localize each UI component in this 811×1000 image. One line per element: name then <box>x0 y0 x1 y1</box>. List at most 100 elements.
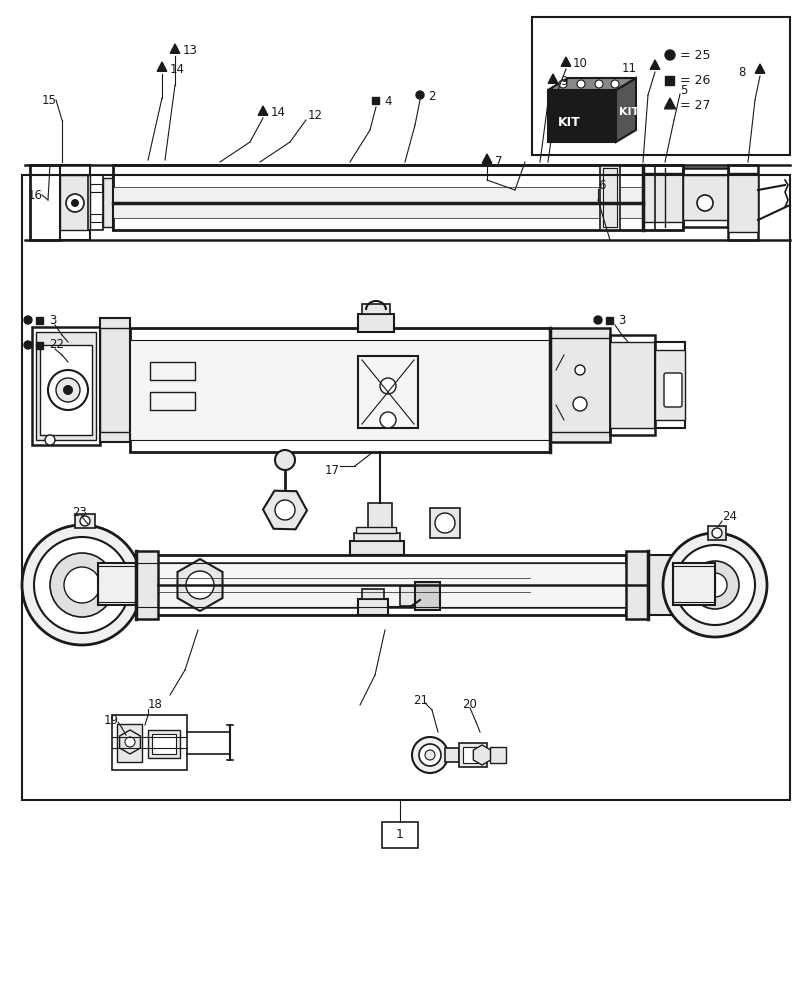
Bar <box>354 533 400 541</box>
Bar <box>682 168 727 227</box>
Bar <box>366 530 393 538</box>
Bar <box>682 175 727 220</box>
Polygon shape <box>547 74 557 83</box>
Circle shape <box>125 737 135 747</box>
Bar <box>60 165 90 240</box>
Circle shape <box>275 500 294 520</box>
Bar <box>135 562 625 608</box>
Bar <box>371 536 388 550</box>
Polygon shape <box>157 62 166 71</box>
Circle shape <box>24 316 32 324</box>
Circle shape <box>663 533 766 637</box>
Circle shape <box>594 316 601 324</box>
Bar <box>90 184 102 192</box>
Circle shape <box>577 80 584 88</box>
Circle shape <box>674 545 754 625</box>
Bar <box>103 178 113 227</box>
Text: 11: 11 <box>621 62 636 75</box>
Circle shape <box>690 561 738 609</box>
Circle shape <box>574 365 584 375</box>
Bar <box>367 503 392 538</box>
Circle shape <box>63 385 73 395</box>
Circle shape <box>80 516 90 526</box>
Text: 22: 22 <box>49 338 64 352</box>
Bar <box>113 187 642 218</box>
Circle shape <box>702 573 726 597</box>
Text: 21: 21 <box>413 694 427 706</box>
Circle shape <box>71 199 79 207</box>
Circle shape <box>594 80 603 88</box>
Polygon shape <box>650 60 659 69</box>
Circle shape <box>24 341 32 349</box>
Bar <box>362 304 389 314</box>
Text: 10: 10 <box>573 57 587 70</box>
Bar <box>98 563 135 605</box>
Circle shape <box>696 195 712 211</box>
Bar <box>98 566 135 602</box>
Text: 2: 2 <box>427 90 435 103</box>
Text: = 25: = 25 <box>679 49 710 62</box>
Circle shape <box>186 571 214 599</box>
Bar <box>362 589 384 599</box>
Bar <box>654 342 684 428</box>
Circle shape <box>411 737 448 773</box>
Text: 12: 12 <box>307 109 323 122</box>
Bar <box>358 599 388 615</box>
Circle shape <box>34 537 130 633</box>
Polygon shape <box>482 154 491 163</box>
Bar <box>642 173 682 222</box>
Circle shape <box>558 80 566 88</box>
Bar <box>603 168 616 227</box>
Bar <box>549 338 609 432</box>
Text: 3: 3 <box>49 314 56 326</box>
FancyBboxPatch shape <box>663 373 681 407</box>
Circle shape <box>664 50 674 60</box>
Bar <box>150 362 195 380</box>
Circle shape <box>48 370 88 410</box>
Circle shape <box>424 750 435 760</box>
Text: 4: 4 <box>384 95 391 108</box>
Bar <box>36 332 96 440</box>
Bar <box>22 175 789 800</box>
Circle shape <box>45 435 55 445</box>
Circle shape <box>56 378 80 402</box>
Bar <box>36 316 44 324</box>
Text: 6: 6 <box>597 179 605 192</box>
Text: 16: 16 <box>28 189 43 202</box>
Bar <box>606 316 613 324</box>
Text: KIT: KIT <box>557 116 580 129</box>
Circle shape <box>418 744 440 766</box>
Text: 17: 17 <box>324 464 340 477</box>
Text: 9: 9 <box>560 75 567 88</box>
Text: 7: 7 <box>495 155 502 168</box>
Bar <box>88 175 103 230</box>
Text: KIT: KIT <box>618 107 638 117</box>
Bar <box>100 318 130 442</box>
Bar <box>549 328 609 442</box>
Circle shape <box>610 80 618 88</box>
Bar <box>400 586 427 606</box>
Bar <box>148 730 180 758</box>
Bar <box>489 747 505 763</box>
Polygon shape <box>258 106 268 115</box>
Bar <box>462 747 480 763</box>
Circle shape <box>711 528 721 538</box>
Text: 3: 3 <box>617 314 624 326</box>
Bar <box>672 566 714 602</box>
Bar <box>458 743 487 767</box>
Bar <box>547 90 616 142</box>
Bar <box>130 340 549 440</box>
Bar <box>654 350 684 420</box>
Text: = 26: = 26 <box>679 74 710 87</box>
Bar <box>40 345 92 435</box>
Text: KIT: KIT <box>557 116 580 129</box>
Polygon shape <box>170 44 179 53</box>
Bar <box>100 328 130 432</box>
Circle shape <box>380 378 396 394</box>
Circle shape <box>275 450 294 470</box>
Bar <box>150 392 195 410</box>
Circle shape <box>573 397 586 411</box>
Polygon shape <box>616 78 635 142</box>
Bar <box>152 734 176 754</box>
Bar <box>350 541 404 555</box>
